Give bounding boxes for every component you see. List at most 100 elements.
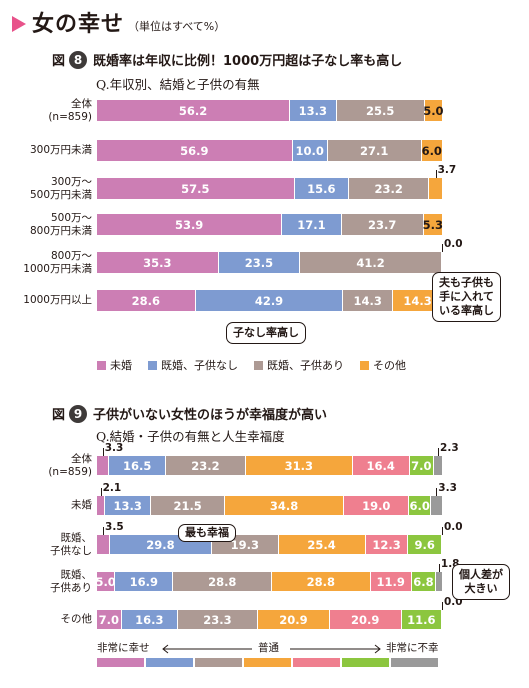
bar-row: 35.3 23.5 41.2 [97,252,442,273]
category-label: 800万〜 1000万円未満 [23,249,92,275]
category-label: 1000万円以上 [23,294,92,306]
bar-segment: 23.7 [340,214,423,235]
legend-item-unmarried: 未婚 [97,357,132,373]
bar-segment: 16.4 [351,456,409,475]
callout-husband-and-kids: 夫も子供も 手に入れて いる率高し [432,272,501,322]
bar-segment [440,610,442,629]
leader-line [438,564,440,572]
bar-segment [441,535,442,554]
leader-line [100,488,102,496]
leader-line [102,448,104,456]
data-label: 3.3 [438,482,457,494]
bar-segment: 34.8 [224,496,344,515]
bar-segment: 57.5 [97,178,294,199]
bar-row: 29.8 19.3 25.4 12.3 9.6 [97,535,442,554]
data-label: 2.1 [102,482,122,494]
category-label: 500万〜 800万円未満 [29,211,92,237]
bar-segment: 35.3 [97,252,218,273]
bar-row: 56.9 10.0 27.1 6.0 [97,140,443,161]
bar-segment: 23.2 [165,456,245,475]
unit-note: （単位はすべて%） [128,20,226,33]
scale-label-very-unhappy: 非常に不幸 [386,642,439,654]
scale-label-neutral: 普通 [258,642,279,654]
bar-segment: 25.4 [277,535,365,554]
figure-9-subtitle: Q.結婚・子供の有無と人生幸福度 [96,429,285,444]
category-label: 全体 (n=859) [48,452,92,478]
bar-segment: 16.9 [114,572,173,591]
leader-line [103,527,105,535]
bar-row: 13.3 21.5 34.8 19.0 6.0 [97,496,442,515]
leader-line [442,244,443,252]
data-label: 3.7 [437,164,457,176]
figure-8-legend: 未婚 既婚、子供なし 既婚、子供あり その他 [97,357,422,373]
bar-segment: 20.9 [328,610,401,629]
bar-segment: 7.0 [408,456,434,475]
category-label: 未婚 [71,499,92,511]
bar-row: 28.6 42.9 14.3 14.3 [97,290,443,311]
data-label: 3.3 [104,442,124,454]
bar-segment: 28.6 [97,290,195,311]
page-header: 女の幸せ （単位はすべて%） [12,8,225,38]
figure-9-title: 子供がいない女性のほうが幸福度が高い [93,408,328,423]
bar-segment [434,572,442,591]
callout-childless-high: 子なし率高し [226,322,306,344]
scale-swatch [97,658,144,667]
bar-segment [428,178,442,199]
data-label: 3.5 [105,521,124,533]
figure-number-badge: 9 [69,404,88,423]
bar-segment: 16.3 [120,610,177,629]
scale-swatch [391,658,438,667]
category-label: 300万〜 500万円未満 [29,175,92,201]
bar-segment: 14.3 [342,290,393,311]
bar-segment: 27.1 [326,140,421,161]
bar-segment: 6.0 [408,496,430,515]
legend-item-married-kids: 既婚、子供あり [254,357,344,373]
data-label: 0.0 [444,521,463,533]
leader-line [435,170,437,178]
bar-segment: 25.5 [335,100,424,121]
callout-most-happy: 最も幸福 [178,524,236,542]
data-label: 0.0 [444,238,463,250]
bar-segment: 23.3 [176,610,257,629]
bar-segment: 5.3 [423,214,443,235]
bar-segment: 21.5 [150,496,225,515]
bar-segment: 19.0 [343,496,409,515]
bar-segment [433,456,442,475]
figure-8-subtitle: Q.年収別、結婚と子供の有無 [96,77,260,92]
figure-label: 図 [52,408,66,423]
figure-9-heading: 図 9 子供がいない女性のほうが幸福度が高い [52,404,327,423]
scale-swatch [195,658,242,667]
bar-segment: 31.3 [244,456,352,475]
leader-line [438,448,440,456]
data-label: 2.3 [440,442,459,454]
leader-line [442,602,443,610]
bar-segment [441,252,442,273]
bar-row: 5.0 16.9 28.8 28.8 11.9 6.8 [95,572,442,591]
bar-segment: 10.0 [291,140,327,161]
category-label: 既婚、 子供なし [50,531,92,557]
bar-segment: 9.6 [407,535,441,554]
bar-segment: 17.1 [281,214,341,235]
category-label: 300万円未満 [29,144,92,156]
bar-row: 16.5 23.2 31.3 16.4 7.0 [97,456,442,475]
bar-segment: 11.6 [400,610,441,629]
leader-line [442,527,443,535]
bar-segment: 13.3 [289,100,336,121]
bar-segment: 14.3 [392,290,443,311]
bar-segment: 23.2 [348,178,429,199]
bar-segment: 42.9 [194,290,343,311]
triangle-arrow-icon [12,16,26,32]
bar-row: 56.2 13.3 25.5 5.0 [97,100,444,121]
bar-segment: 56.2 [97,100,290,121]
bar-segment: 28.8 [172,572,272,591]
scale-color-strip [97,658,438,667]
callout-individual-diff: 個人差が 大きい [452,564,510,600]
bar-segment [97,535,109,554]
bar-segment: 7.0 [97,610,121,629]
category-label: その他 [60,613,93,625]
bar-segment: 5.0 [423,100,444,121]
bar-row: 57.5 15.6 23.2 [97,178,442,199]
bar-segment: 16.5 [108,456,166,475]
bar-segment: 6.0 [420,140,443,161]
bar-segment: 53.9 [97,214,282,235]
